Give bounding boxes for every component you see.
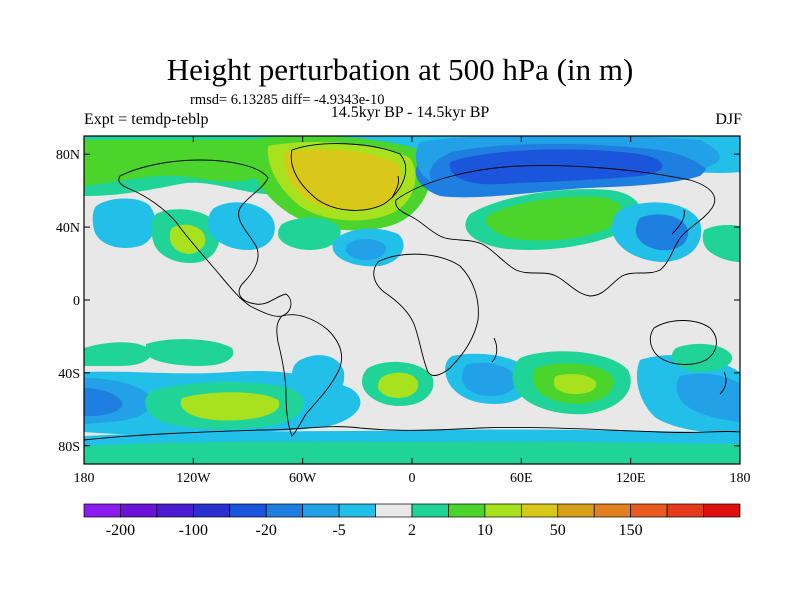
lon-tick-label: 180 — [74, 471, 95, 486]
lon-tick-label: 120E — [616, 471, 646, 486]
colorbar-swatch — [703, 503, 741, 518]
south-atlantic-lime — [378, 372, 419, 398]
coastline-africa — [373, 253, 479, 376]
coastline-south-america — [276, 314, 342, 437]
south-indian-yellow — [554, 374, 597, 394]
longitude-axis: 180 120W 60W 0 60E 120E 180 — [74, 136, 751, 486]
coastline-australia — [650, 320, 717, 365]
colorbar-swatch — [338, 503, 376, 518]
lon-tick-label: 120W — [176, 471, 211, 486]
season-label: DJF — [715, 111, 742, 128]
colorbar-label: 2 — [408, 522, 416, 539]
colorbar-label: 150 — [619, 522, 643, 539]
period-text: 14.5kyr BP - 14.5kyr BP — [330, 104, 490, 121]
lon-tick-label: 0 — [409, 471, 416, 486]
australia-east-green — [672, 343, 733, 372]
colorbar-swatch — [302, 503, 340, 518]
coastline-eurasia — [395, 165, 716, 297]
coastline-madagascar — [491, 337, 498, 363]
colorbar: -200 -100 -20 -5 2 10 50 150 — [83, 503, 741, 539]
colorbar-swatch — [411, 503, 449, 518]
colorbar-swatch — [666, 503, 704, 518]
experiment-label: Expt = temdp-teblp — [84, 111, 209, 128]
greenland-yellow-core — [284, 149, 402, 211]
colorbar-swatch — [593, 503, 632, 518]
coastline-uk — [391, 175, 399, 199]
colorbar-label: 50 — [550, 522, 566, 539]
lat-tick-label: 40N — [56, 221, 80, 236]
eastasia-blue-core — [635, 214, 689, 251]
namerica-cyan-region — [208, 202, 275, 250]
colorbar-label: -200 — [106, 522, 135, 539]
lat-tick-label: 80S — [58, 440, 80, 455]
colorbar-swatch — [520, 503, 559, 518]
colorbar-swatch — [192, 503, 231, 518]
south-pacific-green-lobe-2 — [146, 339, 234, 366]
south-pacific-green-lobe — [84, 342, 151, 366]
colorbar-swatch — [448, 503, 486, 518]
colorbar-swatch — [156, 503, 194, 518]
colorbar-label: -5 — [332, 522, 345, 539]
southpacific-lime-core — [180, 392, 280, 421]
colorbar-swatch — [375, 503, 413, 518]
lon-tick-label: 60E — [510, 471, 533, 486]
siberia-cyan-ring — [415, 136, 720, 182]
npacific-lime-core — [170, 224, 206, 254]
colorbar-label: -20 — [256, 522, 277, 539]
southern-pacific-darkblue — [84, 388, 123, 416]
lat-tick-label: 80N — [56, 148, 80, 163]
colorbar-label: -100 — [179, 522, 208, 539]
antarctic-green-band — [84, 441, 740, 464]
colorbar-swatch — [484, 503, 522, 518]
coastline-antarctica — [84, 426, 740, 441]
coastline-new-zealand — [719, 371, 727, 395]
south-indian-blue — [462, 362, 517, 396]
colorbar-swatch — [83, 503, 121, 518]
npacific-cyan-lobe — [92, 198, 156, 249]
coastline-north-america — [118, 159, 292, 317]
colorbar-swatch — [265, 503, 304, 518]
colorbar-swatch — [229, 503, 267, 518]
north-green-band-2 — [84, 140, 267, 186]
lat-tick-label: 0 — [73, 294, 80, 309]
atlantic-green-region — [278, 217, 341, 250]
colorbar-swatch — [630, 503, 668, 518]
map-title: Height perturbation at 500 hPa (in m) — [166, 52, 634, 87]
south-atlantic-cyan — [292, 355, 345, 402]
colorbar-label: 10 — [477, 522, 493, 539]
epacific-green-edge — [702, 225, 740, 262]
stats-text: rmsd= 6.13285 diff= -4.9343e-10 — [190, 92, 385, 108]
lon-tick-label: 60W — [289, 471, 317, 486]
asia-lime-region — [486, 196, 624, 241]
coastlines — [84, 143, 740, 441]
siberia-darkblue-core — [449, 149, 663, 185]
lat-tick-label: 40S — [58, 367, 80, 382]
coastline-greenland — [290, 143, 407, 211]
colorbar-swatch — [557, 503, 595, 518]
coastline-japan — [671, 209, 685, 235]
europe-blue-core — [346, 238, 387, 260]
lon-tick-label: 180 — [730, 471, 751, 486]
contour-field — [84, 136, 740, 464]
australia-south-blue — [676, 373, 740, 422]
latitude-axis: 80N 40N 0 40S 80S — [56, 148, 740, 455]
colorbar-swatch — [120, 503, 158, 518]
